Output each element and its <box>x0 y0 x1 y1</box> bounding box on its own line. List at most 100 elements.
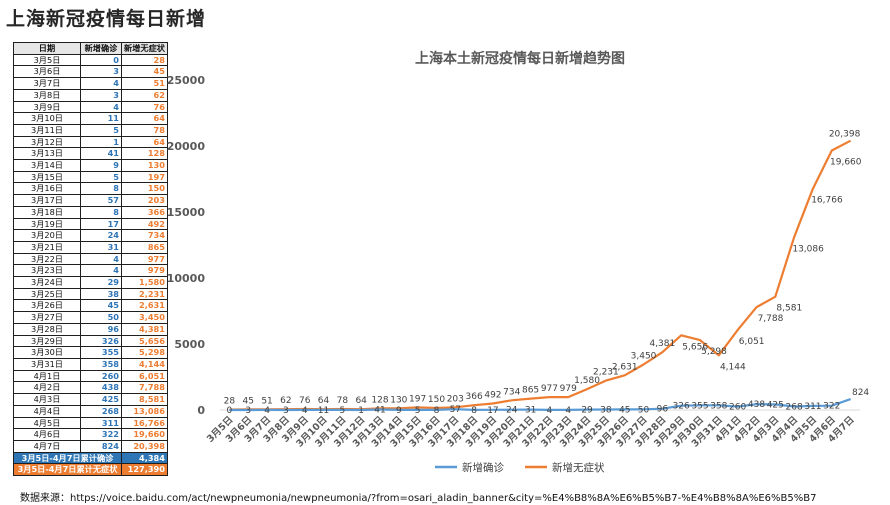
row-confirmed-cell: 0 <box>80 53 122 67</box>
table-row: 3月14日 9 130 <box>13 159 168 172</box>
data-label-confirmed: 322 <box>823 402 840 412</box>
row-date-cell: 3月6日 <box>13 65 81 79</box>
data-label-confirmed: 358 <box>710 401 727 411</box>
row-confirmed-cell: 5 <box>80 170 122 184</box>
table-row: 4月7日 824 20,398 <box>13 439 168 453</box>
trend-chart: 上海本土新冠疫情每日新增趋势图 0 5000 10000 15000 20000 2500… <box>167 50 870 474</box>
data-label-confirmed: 29 <box>581 406 593 416</box>
row-date-cell: 4月1日 <box>13 369 81 383</box>
data-label-asymptomatic: 865 <box>522 386 539 396</box>
data-label-asymptomatic: 20,398 <box>829 130 861 140</box>
row-confirmed-cell: 8 <box>80 182 122 196</box>
table-row: 4月1日 260 6,051 <box>13 369 168 383</box>
row-date-cell: 3月26日 <box>13 299 81 313</box>
table-body: 3月5日 0 28 3月6日 3 45 3月7日 4 51 3月8日 3 62 3月9日 4 76 3月10日… <box>13 53 168 453</box>
row-confirmed-cell: 41 <box>80 147 122 161</box>
table-row: 3月19日 17 492 <box>13 217 168 231</box>
data-label-asymptomatic: 1,580 <box>574 376 600 386</box>
row-confirmed-cell: 8 <box>80 205 122 219</box>
data-label-asymptomatic: 130 <box>390 395 407 405</box>
table-row: 3月5日 0 28 <box>13 53 168 67</box>
row-confirmed-cell: 50 <box>80 311 122 324</box>
row-confirmed-cell: 9 <box>80 159 122 172</box>
row-confirmed-cell: 824 <box>80 439 122 453</box>
row-confirmed-cell: 4 <box>80 77 122 90</box>
data-label-asymptomatic: 4,381 <box>649 339 675 349</box>
row-asymptomatic-cell: 7,788 <box>121 381 168 395</box>
row-confirmed-cell: 4 <box>80 100 122 114</box>
table-row: 3月29日 326 5,656 <box>13 334 168 348</box>
row-asymptomatic-cell: 4,381 <box>121 322 168 336</box>
data-label-confirmed: 268 <box>786 402 803 412</box>
data-label-asymptomatic: 16,766 <box>811 196 843 206</box>
data-label-confirmed: 5 <box>339 406 345 416</box>
table-row: 3月28日 96 4,381 <box>13 322 168 336</box>
data-label-asymptomatic: 64 <box>355 396 367 406</box>
row-date-cell: 3月29日 <box>13 334 81 348</box>
row-asymptomatic-cell: 1,580 <box>121 276 168 289</box>
data-label-asymptomatic: 4,144 <box>720 362 746 372</box>
data-label-confirmed: 3 <box>245 406 251 416</box>
row-date-cell: 3月27日 <box>13 311 81 324</box>
table-row: 3月13日 41 128 <box>13 147 168 161</box>
table-row: 3月24日 29 1,580 <box>13 276 168 289</box>
table-header-row: 日期 新增确诊 新增无症状 <box>13 42 168 55</box>
row-asymptomatic-cell: 2,231 <box>121 287 168 301</box>
data-label-asymptomatic: 28 <box>224 397 236 407</box>
row-asymptomatic-cell: 62 <box>121 88 168 102</box>
row-date-cell: 4月6日 <box>13 428 81 441</box>
y-tick-label: 10000 <box>167 272 206 285</box>
total-asymptomatic-value: 127,390 <box>121 463 168 477</box>
row-date-cell: 3月10日 <box>13 112 81 125</box>
row-date-cell: 3月30日 <box>13 346 81 359</box>
table-row: 3月18日 8 366 <box>13 205 168 219</box>
row-confirmed-cell: 24 <box>80 229 122 242</box>
data-label-layer: 28 45 51 62 76 64 78 64 128 130 197 150 203 366 492 734… <box>224 130 870 416</box>
row-date-cell: 3月24日 <box>13 276 81 289</box>
data-label-confirmed: 4 <box>264 406 270 416</box>
row-date-cell: 3月5日 <box>13 53 81 67</box>
row-confirmed-cell: 5 <box>80 123 122 137</box>
table-row: 3月31日 358 4,144 <box>13 357 168 371</box>
table-row: 3月23日 4 979 <box>13 264 168 278</box>
data-label-asymptomatic: 13,086 <box>792 244 824 254</box>
data-label-confirmed: 96 <box>657 405 669 415</box>
row-asymptomatic-cell: 4,144 <box>121 357 168 371</box>
data-label-asymptomatic: 64 <box>318 396 330 406</box>
row-asymptomatic-cell: 3,450 <box>121 311 168 324</box>
row-asymptomatic-cell: 8,581 <box>121 393 168 406</box>
row-confirmed-cell: 260 <box>80 369 122 383</box>
data-label-confirmed: 8 <box>434 406 440 416</box>
series-line-confirmed <box>229 398 851 412</box>
data-label-asymptomatic: 78 <box>337 396 349 406</box>
row-confirmed-cell: 3 <box>80 88 122 102</box>
row-date-cell: 3月22日 <box>13 252 81 266</box>
row-confirmed-cell: 1 <box>80 135 122 149</box>
data-label-confirmed: 57 <box>450 405 461 415</box>
table-row: 3月16日 8 150 <box>13 182 168 196</box>
total-confirmed-label: 3月5日-4月7日累计确诊 <box>13 451 122 465</box>
data-label-asymptomatic: 76 <box>299 396 311 406</box>
row-date-cell: 3月20日 <box>13 229 81 242</box>
row-confirmed-cell: 96 <box>80 322 122 336</box>
row-date-cell: 3月9日 <box>13 100 81 114</box>
data-label-confirmed: 45 <box>619 405 630 415</box>
row-confirmed-cell: 31 <box>80 240 122 254</box>
data-label-confirmed: 9 <box>396 406 402 416</box>
table-row: 3月10日 11 64 <box>13 112 168 125</box>
data-label-confirmed: 11 <box>318 406 329 416</box>
y-tick-label: 25000 <box>167 74 206 87</box>
y-tick-label: 15000 <box>167 206 206 219</box>
row-asymptomatic-cell: 16,766 <box>121 416 168 430</box>
series-layer <box>229 139 852 412</box>
data-label-confirmed: 425 <box>767 400 784 410</box>
row-asymptomatic-cell: 979 <box>121 264 168 278</box>
row-date-cell: 4月3日 <box>13 393 81 406</box>
chart-title: 上海本土新冠疫情每日新增趋势图 <box>415 50 625 67</box>
row-asymptomatic-cell: 19,660 <box>121 428 168 441</box>
legend-item-confirmed: 新增确诊 <box>435 461 504 474</box>
row-asymptomatic-cell: 45 <box>121 65 168 79</box>
data-label-asymptomatic: 492 <box>484 391 501 401</box>
table-row: 3月15日 5 197 <box>13 170 168 184</box>
data-label-asymptomatic: 5,298 <box>701 347 727 357</box>
